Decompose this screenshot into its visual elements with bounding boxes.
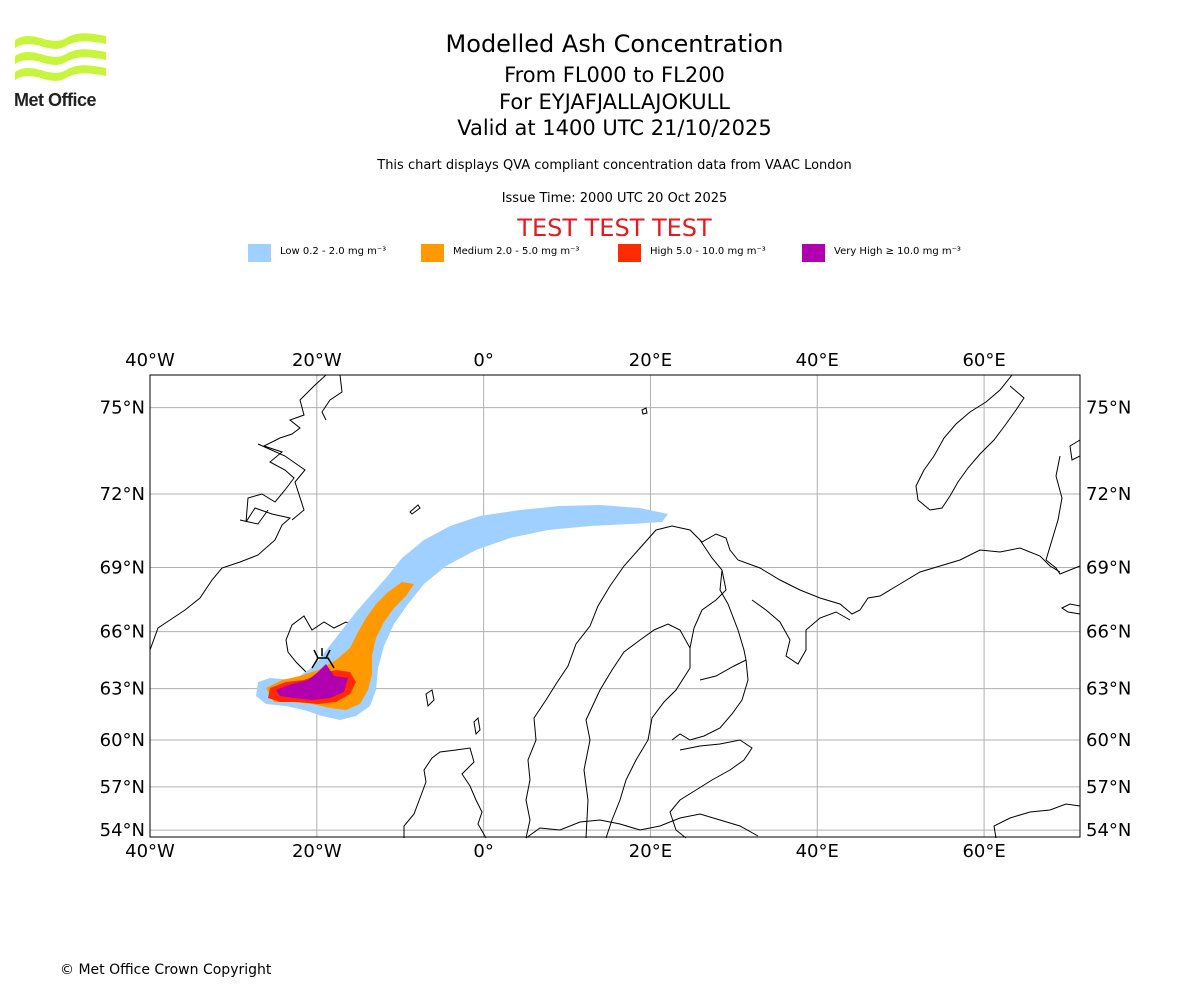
legend-label-medium: Medium 2.0 - 5.0 mg m⁻³ — [453, 246, 580, 257]
lat-tick-label-left: 66°N — [100, 622, 145, 643]
faroe-coastline — [425, 689, 435, 708]
met-office-logo — [15, 33, 106, 81]
legend-label-low: Low 0.2 - 2.0 mg m⁻³ — [280, 246, 387, 257]
logo-text: Met Office — [14, 90, 97, 110]
lon-tick-label-top: 0° — [473, 350, 493, 371]
legend-label-high: High 5.0 - 10.0 mg m⁻³ — [650, 246, 766, 257]
lat-tick-label-left: 75°N — [100, 398, 145, 419]
lat-tick-label-right: 66°N — [1086, 622, 1131, 643]
finland-russia-border — [699, 539, 747, 661]
lat-tick-label-right: 57°N — [1086, 777, 1131, 798]
finland-coastline — [671, 569, 749, 741]
greenland-fjords — [239, 443, 306, 525]
chart-title: Modelled Ash Concentration — [445, 30, 784, 58]
copyright-text: © Met Office Crown Copyright — [60, 962, 272, 978]
legend-label-very-high: Very High ≥ 10.0 mg m⁻³ — [834, 246, 961, 257]
legend-swatch-medium — [421, 244, 444, 262]
lat-tick-label-right: 54°N — [1086, 820, 1131, 841]
legend-swatch-very-high — [802, 244, 825, 262]
lon-tick-label-bottom: 40°W — [125, 841, 175, 862]
bear-island-coastline — [641, 407, 648, 415]
britain-coastline — [403, 747, 487, 839]
lon-tick-label-bottom: 20°E — [629, 841, 672, 862]
map-frame — [149, 374, 1081, 838]
lat-tick-label-left: 60°N — [100, 730, 145, 751]
lat-tick-label-right: 72°N — [1086, 484, 1131, 505]
valid-time: Valid at 1400 UTC 21/10/2025 — [457, 116, 772, 140]
volcano-icon — [311, 648, 335, 669]
issue-time: Issue Time: 2000 UTC 20 Oct 2025 — [501, 191, 728, 206]
lon-tick-label-bottom: 20°W — [292, 841, 342, 862]
legend-swatch-low — [248, 244, 271, 262]
baltic-coastline — [583, 623, 691, 839]
lat-tick-label-right: 75°N — [1086, 398, 1131, 419]
lon-tick-label-top: 20°W — [292, 350, 342, 371]
lon-tick-label-top: 40°E — [796, 350, 839, 371]
jan-mayen-coastline — [409, 504, 421, 515]
chart-description: This chart displays QVA compliant concen… — [377, 158, 852, 173]
novaya-zemlya-coastline — [915, 374, 1025, 511]
lon-tick-label-top: 60°E — [962, 350, 1005, 371]
scandinavia-coastline — [525, 525, 1061, 839]
volcano-name: For EYJAFJALLAJOKULL — [499, 90, 730, 114]
lat-tick-label-left: 69°N — [100, 558, 145, 579]
lat-tick-label-left: 54°N — [100, 820, 145, 841]
lat-tick-label-right: 60°N — [1086, 730, 1131, 751]
yamal-coastline — [1045, 455, 1081, 575]
lon-tick-label-bottom: 40°E — [796, 841, 839, 862]
kola-white-sea-coastline — [751, 599, 851, 665]
lat-tick-label-right: 63°N — [1086, 679, 1131, 700]
shetland-coastline — [473, 716, 481, 736]
lon-tick-label-bottom: 0° — [473, 841, 493, 862]
baltic-states-coastline — [669, 739, 753, 839]
ash-very-high-concentration — [276, 664, 348, 700]
level-range: From FL000 to FL200 — [504, 63, 725, 87]
lat-tick-label-left: 72°N — [100, 484, 145, 505]
legend-swatch-high — [618, 244, 641, 262]
lon-tick-label-top: 40°W — [125, 350, 175, 371]
ash-medium-concentration — [266, 582, 414, 710]
lat-tick-label-left: 57°N — [100, 777, 145, 798]
lon-tick-label-top: 20°E — [629, 350, 672, 371]
europe-south-coastline — [525, 813, 759, 839]
map-tick-labels: 40°W 40°W 20°W 20°W 0° 0° 20°E 20°E 40°E 40°E 60°E… — [100, 350, 1132, 862]
lon-tick-label-bottom: 60°E — [962, 841, 1005, 862]
lat-tick-label-right: 69°N — [1086, 558, 1131, 579]
test-banner: TEST TEST TEST — [517, 214, 712, 242]
gulf-of-ob-coastline — [1061, 439, 1081, 615]
greenland-coastline — [149, 374, 343, 651]
lat-tick-label-left: 63°N — [100, 679, 145, 700]
caspian-region-coastline — [993, 803, 1081, 839]
